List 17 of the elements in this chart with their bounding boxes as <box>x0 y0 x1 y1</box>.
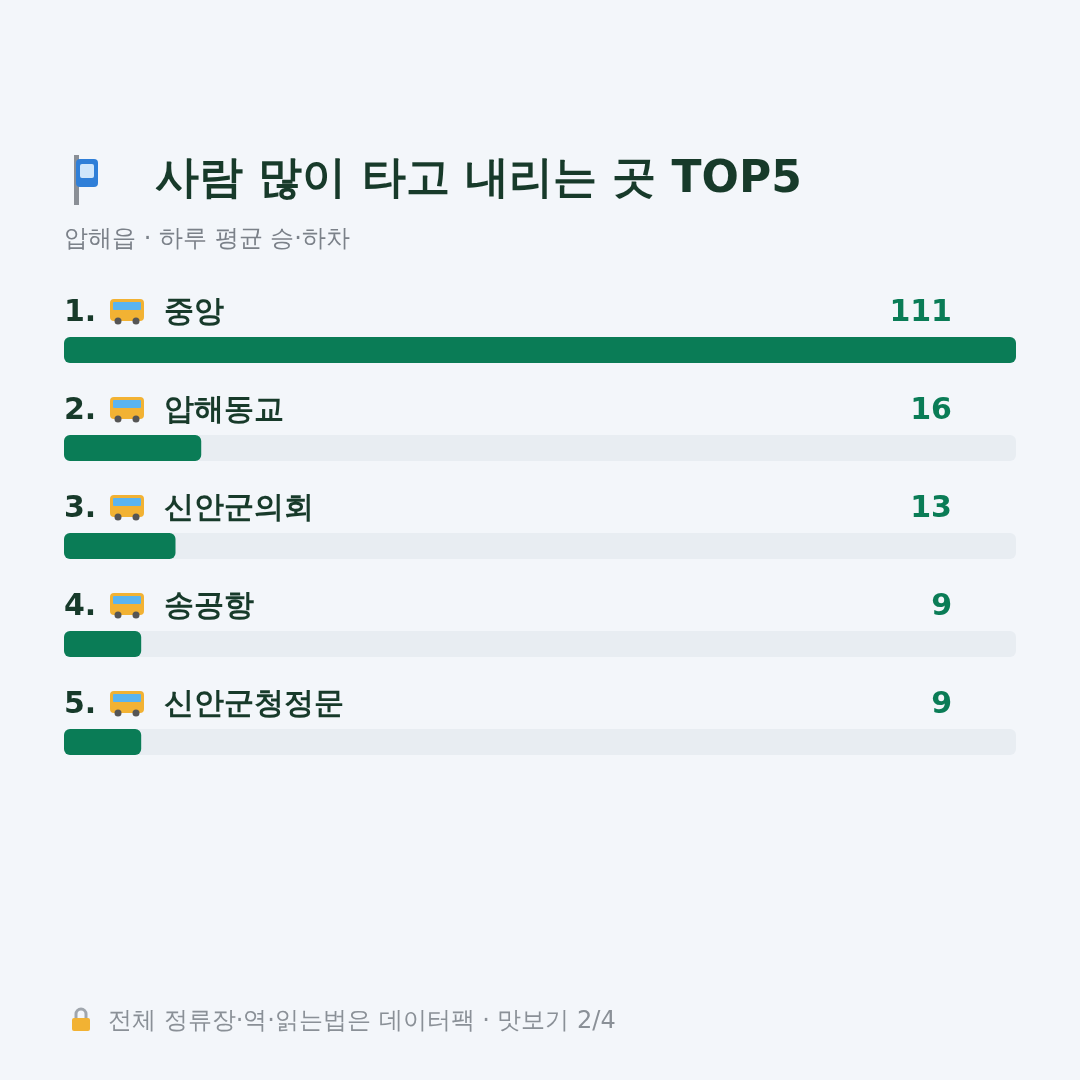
bar <box>64 533 176 559</box>
data-label: 9 <box>931 685 952 720</box>
data-label: 9 <box>931 587 952 622</box>
category-label: 4. 송공항 <box>64 587 254 622</box>
category-label: 2. 압해동교 <box>64 391 284 426</box>
bar <box>64 729 142 755</box>
chart-title: 사람 많이 타고 내리는 곳 TOP5 <box>155 150 802 204</box>
text: 전체 정류장·역·읽는법은 데이터팩 · 맛보기 2/4 <box>108 1005 616 1036</box>
chart-subtitle: 압해읍 · 하루 평균 승·하차 <box>64 223 350 254</box>
bar <box>64 435 202 461</box>
bar <box>64 631 142 657</box>
data-label: 16 <box>910 391 952 426</box>
data-label: 111 <box>889 293 952 328</box>
category-label: 5. 신안군청정문 <box>64 685 344 720</box>
category-label: 3. 신안군의회 <box>64 489 314 524</box>
data-label: 13 <box>910 489 952 524</box>
category-label: 1. 중앙 <box>64 293 224 328</box>
